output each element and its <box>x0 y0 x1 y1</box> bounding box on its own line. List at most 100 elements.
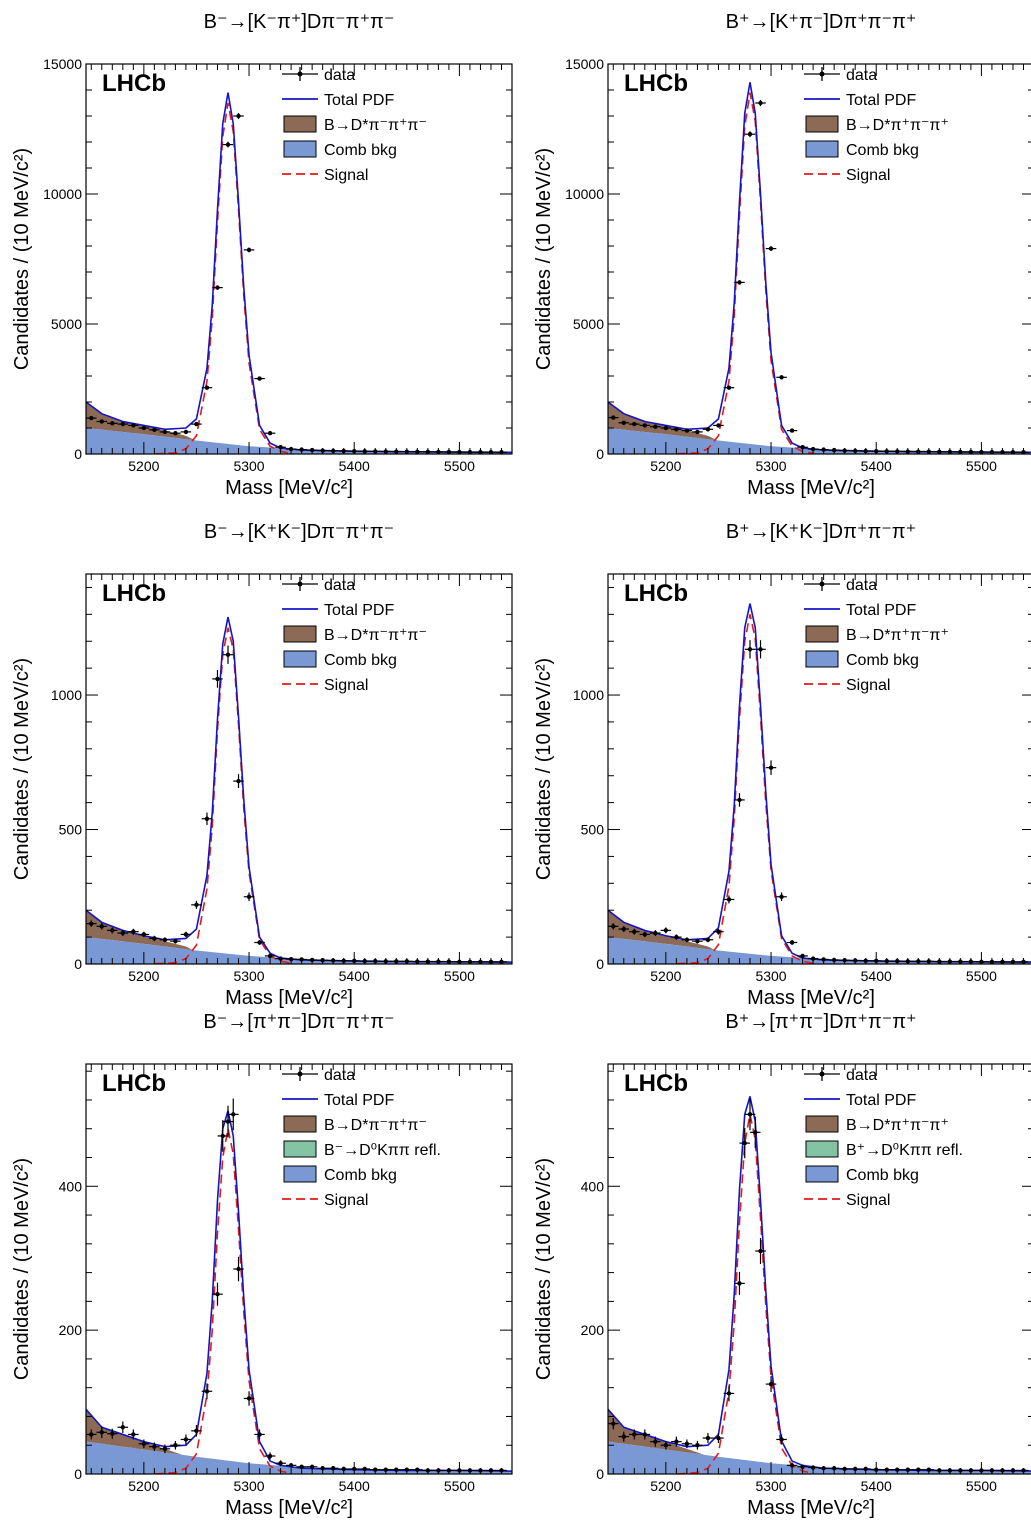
data-point <box>86 1429 97 1440</box>
legend: data Total PDF B→D*π⁺π⁻π⁺ Comb bkg Signal <box>804 577 949 694</box>
data-point <box>650 1436 661 1447</box>
data-point <box>755 1238 766 1264</box>
data-point <box>618 1431 630 1442</box>
data-point <box>660 927 672 934</box>
data-point <box>254 940 265 945</box>
legend-label: data <box>846 1067 877 1084</box>
data-point <box>744 640 756 659</box>
x-axis-label: Mass [MeV/c²] <box>225 987 353 1009</box>
data-point <box>692 938 703 944</box>
legend-item: Signal <box>282 167 368 184</box>
x-tick-label: 5200 <box>650 458 681 474</box>
legend-label: Comb bkg <box>846 652 919 669</box>
x-tick-label: 5400 <box>861 458 892 474</box>
x-tick-label: 5400 <box>861 1478 892 1494</box>
plot-area <box>86 616 512 964</box>
x-tick-label: 5300 <box>233 1478 264 1494</box>
data-point <box>191 421 202 427</box>
data-point <box>713 423 724 428</box>
legend-item: Total PDF <box>282 1092 394 1109</box>
y-tick-label: 0 <box>74 446 82 462</box>
data-point <box>201 812 213 825</box>
y-axis-label: Candidates / (10 MeV/c²) <box>533 1158 555 1380</box>
legend-item: B⁺→D⁰Kππ refl. <box>805 1140 963 1159</box>
data-point <box>765 246 777 251</box>
data-point <box>713 928 724 935</box>
data-point <box>117 1421 129 1433</box>
legend-label: Comb bkg <box>324 142 397 159</box>
panel-title: B⁺→[K⁺π⁻]Dπ⁺π⁻π⁺ <box>726 11 917 33</box>
data-point <box>702 1433 714 1444</box>
y-tick-label: 0 <box>596 1466 604 1482</box>
experiment-label: LHCb <box>102 580 166 607</box>
legend-item: B→D*π⁺π⁻π⁺ <box>805 1115 949 1134</box>
legend-item: Signal <box>804 1192 890 1209</box>
data-point <box>739 1128 750 1159</box>
data-point <box>608 415 619 420</box>
x-tick-label: 5500 <box>966 1478 997 1494</box>
data-point <box>254 376 265 381</box>
x-tick-label: 5500 <box>444 1478 475 1494</box>
legend-label: Signal <box>324 677 368 694</box>
series-signal <box>676 614 814 964</box>
data-point <box>786 428 798 433</box>
data-point <box>776 1434 787 1445</box>
series-total-pdf <box>608 82 1031 454</box>
data-point <box>96 923 108 930</box>
legend-item: Comb bkg <box>283 1165 397 1184</box>
data-point <box>264 1452 276 1460</box>
data-point <box>629 421 640 427</box>
data-point <box>734 793 745 807</box>
plot-area <box>608 603 1031 964</box>
data-point <box>692 1440 703 1450</box>
series-comb-bkg <box>608 937 1031 964</box>
experiment-label: LHCb <box>624 1070 688 1097</box>
legend-label: Comb bkg <box>846 1167 919 1184</box>
data-point <box>233 1256 244 1282</box>
data-point <box>671 1436 682 1447</box>
x-tick-label: 5300 <box>233 458 264 474</box>
data-point <box>180 1434 192 1445</box>
series-comb-bkg <box>86 1441 512 1474</box>
data-point <box>723 385 735 390</box>
data-point <box>750 1116 761 1149</box>
legend-label: Total PDF <box>846 602 916 619</box>
data-point <box>765 1376 777 1392</box>
plot-frame <box>607 573 1031 965</box>
legend-label: Comb bkg <box>324 652 397 669</box>
legend-item: Total PDF <box>282 92 394 109</box>
x-tick-label: 5400 <box>339 458 370 474</box>
data-point <box>797 445 808 450</box>
data-point <box>149 935 160 942</box>
x-tick-label: 5200 <box>650 968 681 984</box>
legend-item: B→D*π⁺π⁻π⁺ <box>805 115 949 134</box>
data-point <box>681 428 693 433</box>
legend-item: Comb bkg <box>805 140 919 159</box>
experiment-label: LHCb <box>624 70 688 97</box>
series-signal <box>154 1128 292 1474</box>
y-tick-label: 10000 <box>565 186 604 202</box>
data-point <box>681 937 693 943</box>
series-total-pdf <box>86 1110 512 1472</box>
legend-label: B→D*π⁺π⁻π⁺ <box>846 627 949 644</box>
y-tick-label: 0 <box>596 446 604 462</box>
legend-label: Total PDF <box>846 1092 916 1109</box>
y-tick-label: 200 <box>581 1322 605 1338</box>
y-tick-label: 200 <box>59 1322 83 1338</box>
data-point <box>681 1439 693 1449</box>
legend-item: Comb bkg <box>283 140 397 159</box>
legend-item: data <box>282 577 355 594</box>
data-point <box>264 953 276 959</box>
data-point <box>170 1440 181 1450</box>
legend-label: data <box>324 1067 355 1084</box>
x-tick-label: 5400 <box>339 968 370 984</box>
data-point <box>629 1429 640 1440</box>
x-axis-label: Mass [MeV/c²] <box>225 1497 353 1519</box>
y-tick-label: 400 <box>581 1178 605 1194</box>
data-point <box>212 1282 223 1306</box>
x-tick-label: 5300 <box>233 968 264 984</box>
data-point <box>107 1428 118 1439</box>
series-total-pdf <box>86 616 512 963</box>
y-tick-label: 0 <box>596 956 604 972</box>
legend-label: Signal <box>324 167 368 184</box>
